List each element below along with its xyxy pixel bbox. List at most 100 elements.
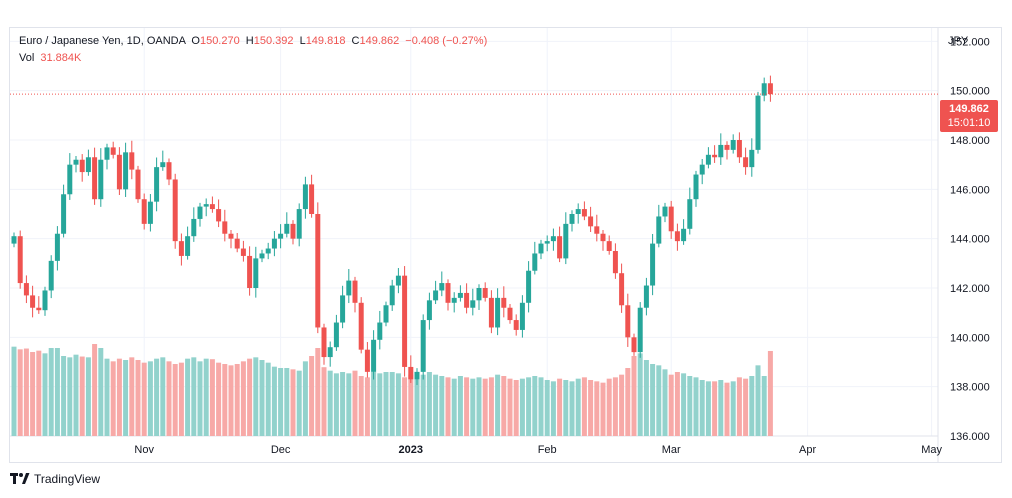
volume-bar xyxy=(563,380,569,436)
candle-body xyxy=(600,233,606,242)
candle-body xyxy=(482,288,488,298)
volume-bar xyxy=(259,360,265,436)
volume-bar xyxy=(160,357,166,436)
volume-bar xyxy=(253,357,259,436)
candle-body xyxy=(129,152,135,170)
volume-bar xyxy=(61,356,67,436)
candle-body xyxy=(321,327,327,358)
candle-body xyxy=(92,157,98,200)
volume-bar xyxy=(333,373,339,436)
volume-bar xyxy=(408,374,414,436)
volume-bar xyxy=(724,382,730,436)
y-tick-label: 150.000 xyxy=(950,86,990,98)
volume-bar xyxy=(712,381,718,436)
high-value: 150.392 xyxy=(253,35,294,47)
volume-bar xyxy=(625,368,631,436)
volume-bar xyxy=(278,368,284,436)
volume-bar xyxy=(550,381,556,436)
candle-body xyxy=(588,216,594,227)
volume-bar xyxy=(488,377,494,436)
volume-bar xyxy=(402,377,408,436)
volume-bar xyxy=(414,372,420,436)
candle-body xyxy=(309,184,315,214)
volume-bar xyxy=(154,358,160,436)
candle-body xyxy=(439,283,445,291)
volume-bar xyxy=(178,362,184,436)
candle-body xyxy=(234,238,240,249)
candle-body xyxy=(402,275,408,367)
y-tick-label: 144.000 xyxy=(950,234,990,246)
candle-body xyxy=(160,162,166,168)
open-value: 150.270 xyxy=(199,35,240,47)
candle-body xyxy=(110,147,116,155)
candle-body xyxy=(761,83,767,96)
volume-bar xyxy=(433,374,439,436)
volume-bar xyxy=(544,380,550,436)
candle-body xyxy=(625,305,631,338)
candle-body xyxy=(271,238,277,249)
candle-body xyxy=(240,248,246,256)
volume-bar xyxy=(135,360,141,436)
candle-body xyxy=(42,290,48,311)
volume-bar xyxy=(730,381,736,436)
chart-frame[interactable]: 152.000 150.000 148.000 146.000 144.000 142.0… xyxy=(9,27,1002,463)
volume-bar xyxy=(476,377,482,436)
volume-value: 31.884K xyxy=(40,52,82,64)
brand-name: TradingView xyxy=(34,472,101,486)
candle-body xyxy=(557,236,563,259)
candle-body xyxy=(464,292,470,308)
candle-body xyxy=(712,154,718,158)
volume-bar xyxy=(30,352,36,436)
candle-body xyxy=(222,221,228,234)
candle-body xyxy=(495,297,501,328)
volume-bar xyxy=(309,356,315,436)
candle-body xyxy=(166,162,172,180)
candle-body xyxy=(755,95,761,150)
volume-bar xyxy=(749,376,755,436)
candle-body xyxy=(23,283,29,296)
volume-bar xyxy=(457,376,463,436)
candle-body xyxy=(637,307,643,353)
volume-bar xyxy=(767,350,773,436)
candle-body xyxy=(736,140,742,158)
candle-body xyxy=(228,233,234,239)
candle-body xyxy=(327,347,333,358)
volume-bar xyxy=(426,372,432,436)
volume-bar xyxy=(203,358,209,436)
candle-body xyxy=(346,280,352,296)
candle-body xyxy=(290,223,296,239)
volume-bar xyxy=(247,358,253,436)
symbol-title: Euro / Japanese Yen, 1D, OANDA xyxy=(19,35,186,47)
candle-body xyxy=(532,253,538,271)
volume-bar xyxy=(110,361,116,436)
candle-body xyxy=(85,157,91,173)
candle-body xyxy=(612,251,618,274)
candle-body xyxy=(123,152,129,190)
candle-body xyxy=(98,159,104,200)
candle-body xyxy=(278,233,284,239)
tradingview-logo[interactable]: TradingView xyxy=(10,472,100,486)
candle-body xyxy=(79,159,85,173)
volume-bar xyxy=(197,361,203,436)
candle-body xyxy=(544,241,550,244)
candlestick-chart[interactable]: 152.000 150.000 148.000 146.000 144.000 142.0… xyxy=(10,28,1001,462)
volume-bar xyxy=(687,376,693,436)
volume-bar xyxy=(42,353,48,436)
axis-currency[interactable]: JPY xyxy=(948,35,969,47)
volume-bar xyxy=(377,373,383,436)
candle-body xyxy=(259,253,265,259)
candle-body xyxy=(550,236,556,242)
volume-bar xyxy=(290,369,296,436)
candle-body xyxy=(395,275,401,286)
volume-bar xyxy=(222,364,228,436)
low-label: L xyxy=(299,35,306,47)
candle-body xyxy=(674,231,680,242)
candle-body xyxy=(191,218,197,237)
volume-bar xyxy=(352,370,358,436)
candle-body xyxy=(767,83,773,95)
candle-body xyxy=(606,241,612,251)
candle-body xyxy=(526,270,532,303)
volume-bar xyxy=(371,372,377,436)
candle-body xyxy=(569,214,575,224)
candle-body xyxy=(30,295,36,308)
